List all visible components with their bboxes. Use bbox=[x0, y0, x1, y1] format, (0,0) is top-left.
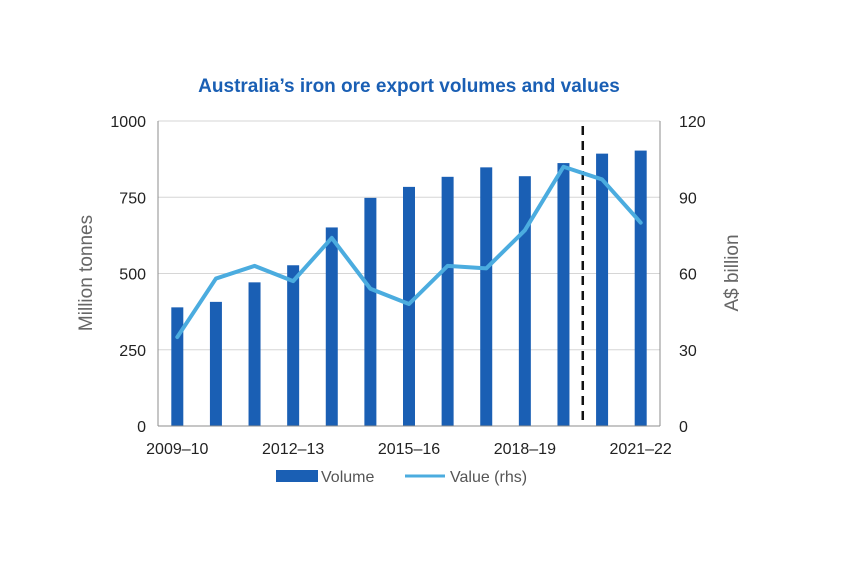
volume-bars bbox=[171, 150, 647, 427]
volume-bar bbox=[364, 197, 377, 426]
y-tick-label: 750 bbox=[119, 190, 146, 207]
legend: Volume Value (rhs) bbox=[276, 469, 527, 486]
y2-tick-label: 120 bbox=[679, 114, 706, 131]
x-tick-label: 2009–10 bbox=[146, 441, 208, 458]
y2-tick-label: 90 bbox=[679, 190, 697, 207]
legend-value-label: Value (rhs) bbox=[450, 469, 527, 486]
y2-tick-label: 0 bbox=[679, 419, 688, 436]
x-axis-ticks: 2009–10 2012–13 2015–16 2018–19 2021–22 bbox=[146, 441, 672, 458]
y-axis-label: Million tonnes bbox=[76, 215, 97, 331]
legend-volume-swatch bbox=[276, 470, 318, 482]
volume-bar bbox=[480, 167, 493, 427]
volume-bar bbox=[248, 282, 261, 426]
y-tick-label: 500 bbox=[119, 267, 146, 284]
volume-bar bbox=[171, 307, 184, 426]
volume-bar bbox=[441, 176, 454, 426]
volume-bar bbox=[518, 176, 531, 426]
x-tick-label: 2018–19 bbox=[494, 441, 556, 458]
volume-bar bbox=[287, 265, 300, 426]
value-line bbox=[175, 164, 643, 340]
chart-title: Australia’s iron ore export volumes and … bbox=[198, 76, 620, 97]
y-tick-label: 250 bbox=[119, 343, 146, 360]
y2-axis-label: A$ billion bbox=[722, 234, 743, 311]
y-tick-label: 1000 bbox=[110, 114, 146, 131]
y2-tick-label: 60 bbox=[679, 267, 697, 284]
volume-bar bbox=[325, 227, 338, 426]
volume-bar bbox=[403, 186, 415, 426]
legend-volume-label: Volume bbox=[321, 469, 374, 486]
y2-tick-label: 30 bbox=[679, 343, 697, 360]
x-tick-label: 2021–22 bbox=[610, 441, 672, 458]
left-axis-ticks: 0 250 500 750 1000 bbox=[110, 114, 146, 436]
volume-bar bbox=[557, 163, 570, 426]
volume-bar bbox=[634, 150, 647, 426]
right-axis-ticks: 0 30 60 90 120 bbox=[679, 114, 706, 436]
value-line-group bbox=[175, 164, 643, 340]
x-tick-label: 2012–13 bbox=[262, 441, 324, 458]
axes bbox=[157, 121, 661, 427]
y-tick-label: 0 bbox=[137, 419, 146, 436]
volume-bar bbox=[596, 153, 609, 426]
volume-bar bbox=[209, 301, 222, 426]
x-tick-label: 2015–16 bbox=[378, 441, 440, 458]
